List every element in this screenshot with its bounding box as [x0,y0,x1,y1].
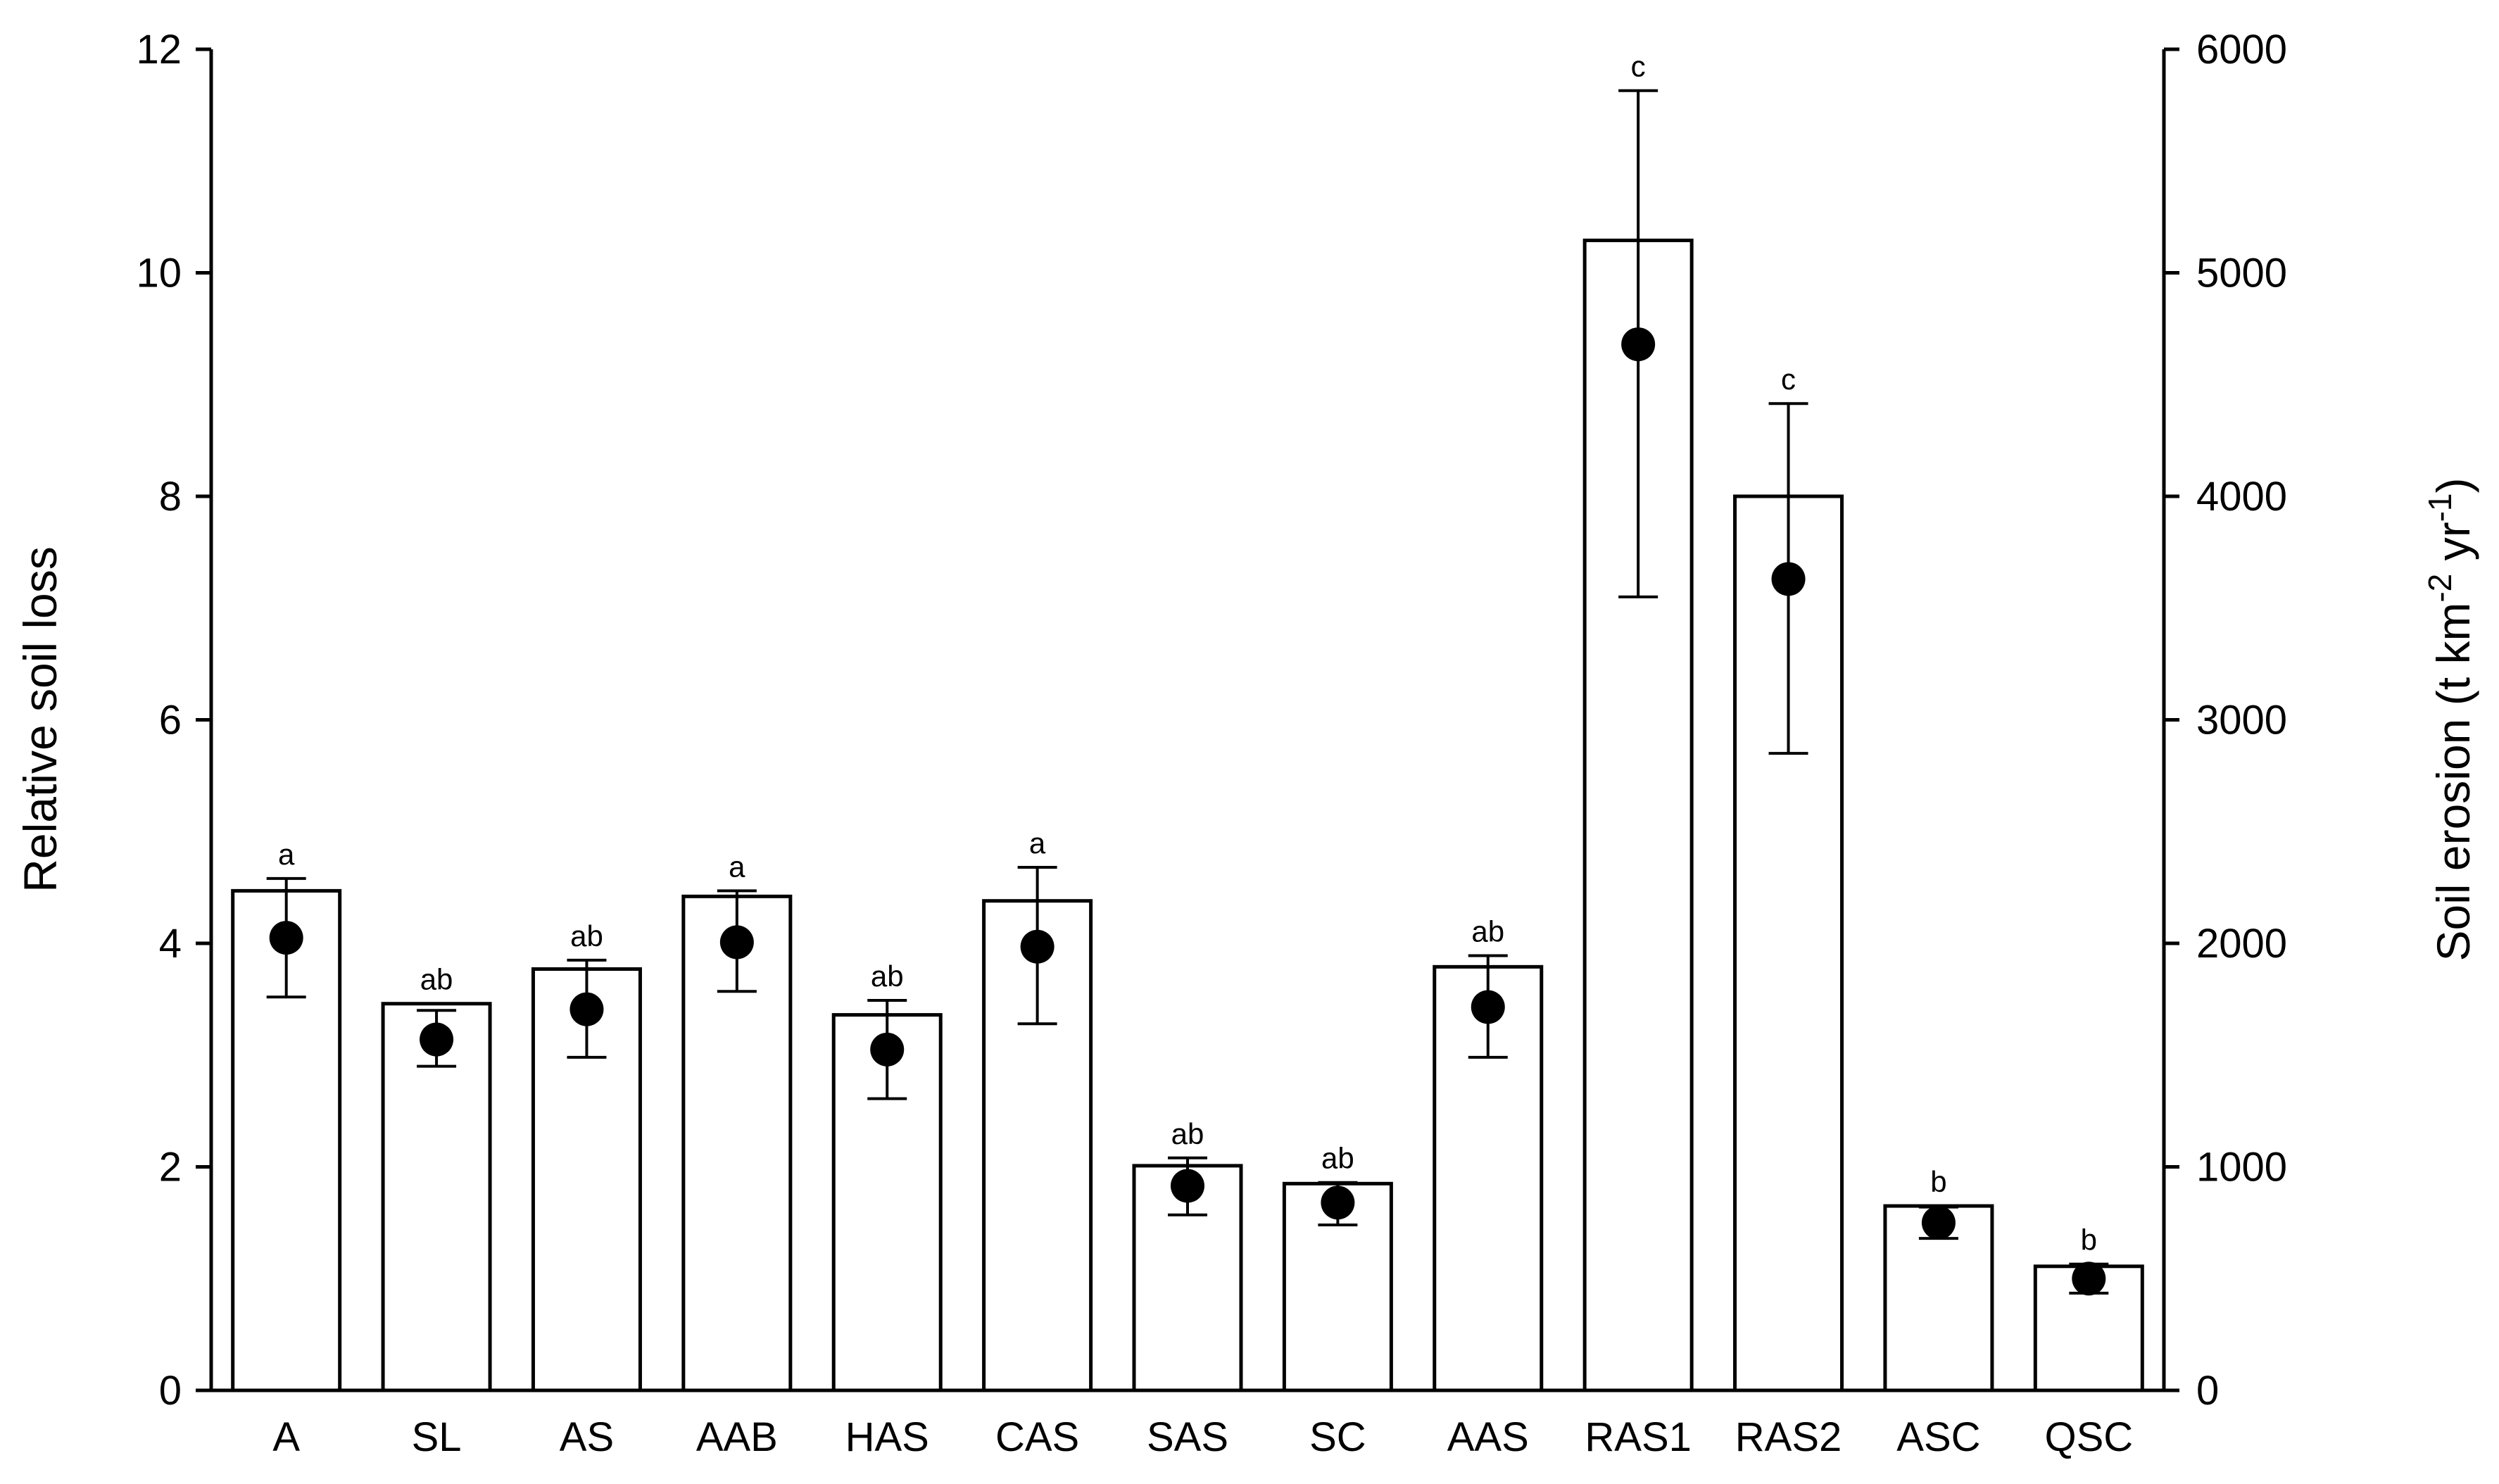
y2-axis-title: Soil erosion (t km-2 yr-1) [2422,478,2479,962]
bar [381,1002,492,1392]
y-axis-title: Relative soil loss [14,546,66,893]
significance-label: a [278,838,295,871]
x-tick-label: CAS [995,1414,1079,1460]
significance-label: b [1930,1165,1946,1198]
y2-tick-label: 4000 [2196,474,2287,520]
y2-tick-label: 5000 [2196,251,2287,296]
significance-label: ab [871,960,904,993]
data-point [1020,929,1055,964]
y2-tick-label: 1000 [2196,1145,2287,1190]
x-tick-label: AAB [696,1414,778,1460]
significance-label: ab [1321,1142,1354,1175]
right-axis-ticks: 0 1000 2000 3000 4000 5000 6000 [2164,27,2287,1414]
y-tick-label: 2 [159,1145,182,1190]
x-tick-label: RAS1 [1585,1414,1692,1460]
data-point [719,925,754,960]
x-tick-labels-group: A SL AS AAB HAS CAS SAS SC AAS RAS1 RAS2 ASC QSC [272,1414,2133,1460]
significance-label: ab [420,963,453,996]
x-tick-label: AAS [1447,1414,1529,1460]
y2-axis-title-sup1: -2 [2422,574,2458,603]
data-point [1321,1186,1355,1220]
points-group [269,327,2106,1296]
left-axis-ticks: 0 2 4 6 8 10 12 [136,27,211,1414]
y2-tick-label: 0 [2196,1368,2219,1414]
x-tick-label: HAS [845,1414,929,1460]
y-tick-label: 0 [159,1368,182,1414]
significance-label: ab [1471,914,1504,948]
data-point [569,992,604,1026]
x-tick-label: SL [412,1414,462,1460]
data-point [1171,1169,1204,1203]
significance-label: ab [570,919,603,952]
bars-group [231,238,2144,1392]
data-point [2072,1262,2106,1296]
x-tick-label: ASC [1896,1414,1980,1460]
data-point [1471,990,1505,1024]
significance-label: c [1631,50,1646,83]
y2-tick-label: 6000 [2196,27,2287,73]
data-point [420,1022,454,1057]
data-point [1621,327,1656,362]
data-point [870,1032,905,1067]
x-tick-label: A [272,1414,300,1460]
y-tick-label: 8 [159,474,182,520]
y2-axis-title-sup2: -1 [2422,493,2458,522]
y2-axis-title-mid: yr [2427,522,2479,573]
y-tick-label: 6 [159,698,182,743]
y2-axis-title-main: Soil erosion (t km [2427,603,2479,962]
significance-label: a [1029,826,1046,860]
x-tick-label: RAS2 [1735,1414,1842,1460]
significance-label: b [2081,1224,2097,1257]
data-point [269,921,303,955]
y-tick-label: 12 [136,27,182,73]
data-point [1771,562,1806,596]
y-tick-label: 4 [159,921,182,967]
data-point [1921,1205,1956,1240]
significance-labels-group: a ab ab a ab a ab ab ab c c b b [278,50,2097,1257]
significance-label: ab [1171,1117,1204,1150]
x-tick-label: SAS [1147,1414,1228,1460]
significance-label: c [1781,363,1796,396]
x-tick-label: AS [560,1414,614,1460]
x-tick-label: SC [1309,1414,1366,1460]
y-tick-label: 10 [136,251,182,296]
significance-label: a [729,850,745,883]
y2-axis-title-end: ) [2427,478,2479,493]
y2-tick-label: 2000 [2196,921,2287,967]
x-tick-label: QSC [2044,1414,2133,1460]
y2-tick-label: 3000 [2196,698,2287,743]
